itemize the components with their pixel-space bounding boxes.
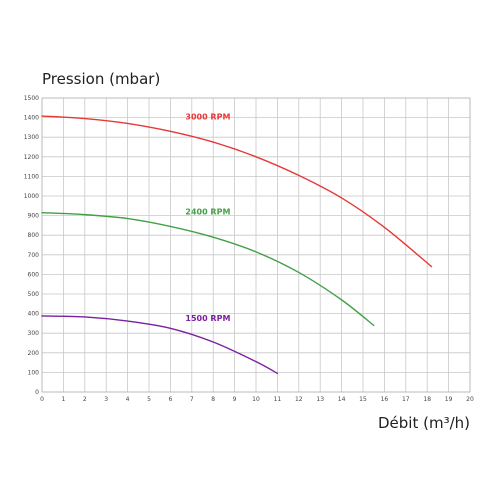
x-tick-label: 1 xyxy=(61,396,65,403)
x-tick-label: 18 xyxy=(423,396,431,403)
y-tick-label: 500 xyxy=(28,291,40,298)
grid-layer xyxy=(41,97,471,393)
x-tick-label: 14 xyxy=(338,396,346,403)
x-tick-label: 6 xyxy=(168,396,172,403)
y-tick-label: 1000 xyxy=(24,193,39,200)
y-tick-label: 1100 xyxy=(24,173,39,180)
x-tick-label: 17 xyxy=(402,396,410,403)
y-tick-label: 800 xyxy=(28,232,40,239)
x-tick-label: 9 xyxy=(233,396,237,403)
y-tick-label: 900 xyxy=(28,213,40,220)
x-tick-label: 10 xyxy=(252,396,260,403)
y-tick-label: 200 xyxy=(28,350,40,357)
y-tick-label: 0 xyxy=(35,389,39,396)
x-tick-label: 2 xyxy=(83,396,87,403)
x-tick-label: 19 xyxy=(445,396,453,403)
x-tick-label: 8 xyxy=(211,396,215,403)
x-tick-label: 4 xyxy=(126,396,130,403)
y-tick-label: 300 xyxy=(28,330,40,337)
x-tick-label: 16 xyxy=(381,396,389,403)
label-layer: 3000 RPM 2400 RPM 1500 RPM xyxy=(185,113,230,323)
series-line-3000-rpm xyxy=(41,115,433,268)
y-tick-label: 100 xyxy=(28,369,40,376)
x-tick-label: 20 xyxy=(466,396,474,403)
plot-frame xyxy=(41,97,471,393)
series-layer xyxy=(41,115,433,375)
x-tick-label: 0 xyxy=(40,396,44,403)
y-tick-label: 600 xyxy=(28,271,40,278)
axis-layer: 0 1 2 3 4 5 6 7 8 9 10 11 12 13 14 15 16 17 18 19 2001002003… xyxy=(24,95,474,403)
x-tick-label: 12 xyxy=(295,396,303,403)
x-axis-title: Débit (m³/h) xyxy=(378,414,470,432)
series-label-1500-rpm: 1500 RPM xyxy=(185,314,230,323)
series-label-2400-rpm: 2400 RPM xyxy=(185,208,230,217)
y-tick-label: 1500 xyxy=(24,95,39,102)
y-tick-label: 1400 xyxy=(24,115,39,122)
x-tick-label: 15 xyxy=(359,396,367,403)
series-line-2400-rpm xyxy=(41,211,375,327)
x-tick-label: 3 xyxy=(104,396,108,403)
y-tick-label: 1200 xyxy=(24,154,39,161)
x-tick-label: 7 xyxy=(190,396,194,403)
series-line-1500-rpm xyxy=(41,315,279,375)
x-tick-label: 5 xyxy=(147,396,151,403)
y-axis-title: Pression (mbar) xyxy=(42,70,160,88)
y-tick-label: 700 xyxy=(28,252,40,259)
x-tick-label: 11 xyxy=(274,396,282,403)
y-tick-label: 400 xyxy=(28,311,40,318)
y-tick-label: 1300 xyxy=(24,134,39,141)
series-label-3000-rpm: 3000 RPM xyxy=(185,113,230,122)
x-tick-label: 13 xyxy=(316,396,324,403)
